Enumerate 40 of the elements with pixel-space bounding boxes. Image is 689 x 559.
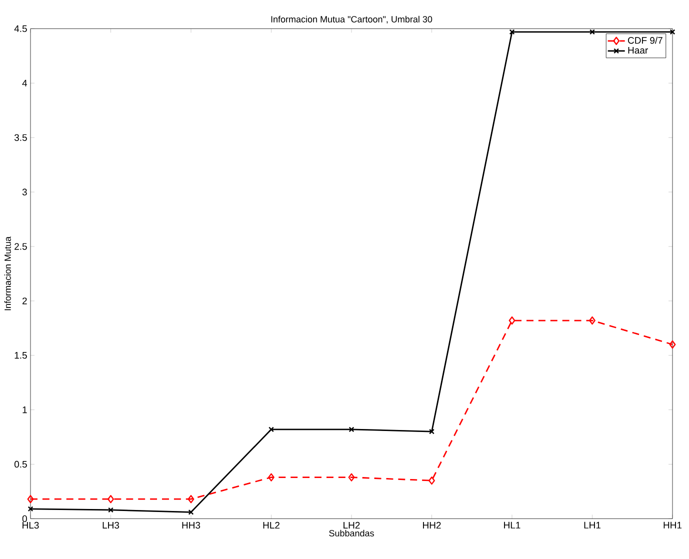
x-tick-label: HH2 xyxy=(423,522,441,529)
y-tick-label: 4.5 xyxy=(14,25,27,32)
point xyxy=(429,428,434,434)
point xyxy=(428,476,435,485)
x-tick-label: LH2 xyxy=(344,522,360,529)
y-tick-label: 0.5 xyxy=(14,460,27,468)
legend-label: CDF 9/7 xyxy=(628,36,662,44)
x-tick-label: HH1 xyxy=(664,522,682,528)
y-tick-label: 0 xyxy=(22,515,27,522)
point xyxy=(188,509,194,515)
legend-label: Haar xyxy=(628,47,648,54)
y-tick-label: 3.5 xyxy=(14,134,27,141)
x-tick-label: HL3 xyxy=(22,522,39,529)
point xyxy=(590,29,595,35)
point xyxy=(27,495,34,504)
point xyxy=(509,29,515,35)
x-tick-label: HL1 xyxy=(504,522,520,528)
y-axis-title: Informacion Mutua xyxy=(4,236,11,310)
point xyxy=(108,495,114,504)
x-axis-title: Subbandas xyxy=(329,530,374,536)
point xyxy=(268,426,274,432)
point xyxy=(188,495,194,504)
x-tick-label: HL2 xyxy=(263,522,280,529)
point xyxy=(669,340,676,349)
point xyxy=(348,426,354,432)
y-tick-label: 1.5 xyxy=(14,352,27,359)
x-tick-label: LH3 xyxy=(102,522,120,529)
x-tick-label: LH1 xyxy=(584,522,600,528)
point xyxy=(508,316,516,325)
point xyxy=(589,316,596,325)
point xyxy=(108,507,114,513)
y-tick-label: 2.5 xyxy=(14,243,27,250)
point xyxy=(348,473,355,482)
point xyxy=(268,473,274,482)
y-tick-label: 4 xyxy=(22,80,28,86)
y-tick-label: 3 xyxy=(22,188,27,196)
y-tick-label: 1 xyxy=(22,406,27,414)
chart-title: Informacion Mutua "Cartoon", Umbral 30 xyxy=(271,16,432,24)
x-tick-label: HH3 xyxy=(182,522,200,529)
y-tick-label: 2 xyxy=(22,298,27,304)
